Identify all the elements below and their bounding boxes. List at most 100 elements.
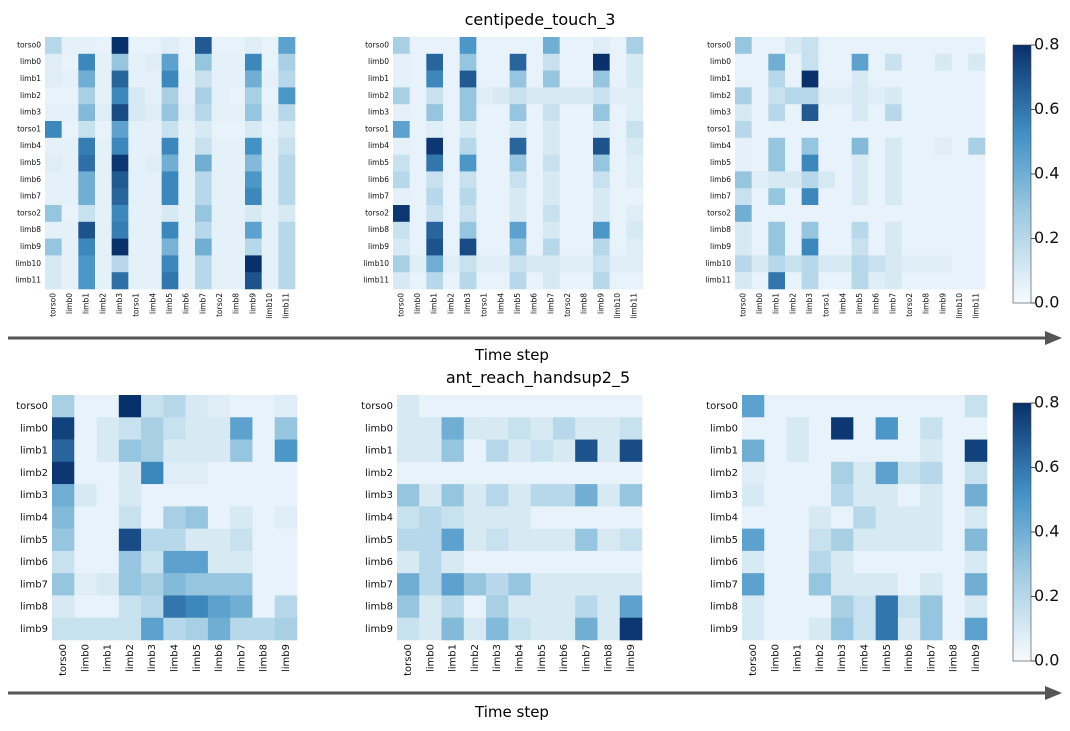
heatmap-cell: [597, 550, 621, 574]
heatmap-cell: [742, 573, 765, 596]
heatmap-cell: [885, 104, 902, 122]
heatmap-cell: [768, 53, 786, 71]
heatmap-cell: [426, 221, 444, 239]
heatmap-cell: [409, 255, 427, 273]
heatmap-cell: [443, 238, 460, 256]
heatmap-cell: [426, 272, 444, 290]
heatmap-cell: [575, 417, 598, 440]
heatmap-cell: [74, 506, 97, 529]
heatmap-cell: [163, 417, 186, 440]
heatmap-cell: [897, 506, 921, 529]
heatmap-cell: [626, 255, 644, 273]
heatmap-cell: [508, 528, 531, 552]
heatmap-cell: [575, 395, 598, 418]
heatmap-cell: [476, 154, 494, 172]
heatmap-cell: [409, 272, 427, 290]
heatmap-cell: [597, 595, 621, 619]
heatmap-cell: [441, 417, 465, 440]
time-step-label-bottom: Time step: [475, 703, 549, 721]
heatmap-cell: [597, 461, 621, 485]
heatmap-cell: [476, 221, 494, 239]
heatmap-cell: [885, 121, 902, 139]
x-tick-label: limb1: [772, 293, 781, 314]
heatmap-cell: [951, 171, 969, 189]
heatmap-cell: [609, 238, 627, 256]
heatmap-cell: [230, 617, 253, 641]
heatmap-cell: [443, 104, 460, 122]
heatmap-cell: [808, 528, 832, 552]
heatmap-cell: [918, 255, 936, 273]
heatmap-cell: [178, 188, 196, 206]
heatmap-cell: [742, 439, 765, 463]
heatmap-cell: [163, 439, 186, 463]
heatmap-cell: [768, 238, 786, 256]
heatmap-cell: [443, 188, 460, 206]
heatmap-cell: [786, 528, 810, 552]
heatmap-cell: [74, 395, 97, 418]
heatmap-cell: [245, 37, 262, 55]
heatmap-cell: [575, 528, 598, 552]
heatmap-cell: [751, 121, 769, 139]
heatmap-cell: [875, 417, 899, 440]
heatmap-cell: [95, 221, 112, 239]
heatmap-cell: [508, 573, 531, 596]
heatmap-cell: [274, 417, 298, 440]
heatmap-cell: [851, 87, 869, 105]
heatmap-cell: [575, 439, 598, 463]
heatmap-cell: [111, 137, 129, 155]
heatmap-cell: [409, 221, 427, 239]
x-tick-label: limb6: [182, 293, 191, 314]
time-arrow-0: [8, 331, 1062, 345]
heatmap-cell: [161, 221, 179, 239]
heatmap-cell: [609, 53, 627, 71]
heatmap-cell: [885, 205, 902, 223]
x-tick-label: limb3: [492, 644, 503, 672]
heatmap-cell: [576, 221, 594, 239]
heatmap-cell: [552, 595, 576, 619]
heatmap-cell: [278, 188, 296, 206]
heatmap-cell: [486, 528, 509, 552]
y-tick-label: limb3: [368, 108, 389, 117]
heatmap-cell: [230, 528, 253, 552]
heatmap-cell: [593, 205, 610, 223]
heatmap-cell: [509, 255, 527, 273]
heatmap-cell: [78, 171, 96, 189]
heatmap-cell: [920, 573, 943, 596]
heatmap-cell: [178, 70, 196, 88]
heatmap-cell: [526, 205, 544, 223]
heatmap-cell: [252, 417, 276, 440]
heatmap-cell: [942, 461, 966, 485]
heatmap-cell: [95, 205, 112, 223]
x-tick-label: limb9: [938, 293, 947, 314]
heatmap-cell: [935, 205, 952, 223]
heatmap-cell: [576, 104, 594, 122]
x-tick-label: limb3: [115, 293, 124, 314]
x-tick-label: limb11: [972, 293, 981, 319]
heatmap-cell: [178, 272, 196, 290]
heatmap-cell: [96, 506, 120, 529]
y-tick-label: limb5: [710, 158, 731, 167]
heatmap-cell: [951, 205, 969, 223]
heatmap-cell: [543, 221, 560, 239]
y-tick-label: limb0: [710, 423, 738, 434]
heatmap-cell: [918, 104, 936, 122]
heatmap-cell: [559, 171, 577, 189]
heatmap-cell: [61, 53, 79, 71]
heatmap-cell: [128, 53, 146, 71]
heatmap-cell: [207, 573, 231, 596]
heatmap-cell: [597, 573, 621, 596]
heatmap-cell: [463, 461, 487, 485]
heatmap-cell: [493, 171, 510, 189]
heatmap-cell: [593, 121, 610, 139]
heatmap-cell: [853, 439, 876, 463]
heatmap-cell: [111, 238, 129, 256]
heatmap-cell: [853, 550, 876, 574]
y-tick-label: limb4: [710, 141, 731, 150]
heatmap-cell: [486, 595, 509, 619]
heatmap-cell: [261, 87, 279, 105]
x-tick-label: limb2: [446, 293, 455, 314]
heatmap-cell: [45, 171, 62, 189]
x-tick-label: limb2: [125, 644, 136, 672]
heatmap-cell: [95, 238, 112, 256]
heatmap-cell: [576, 171, 594, 189]
